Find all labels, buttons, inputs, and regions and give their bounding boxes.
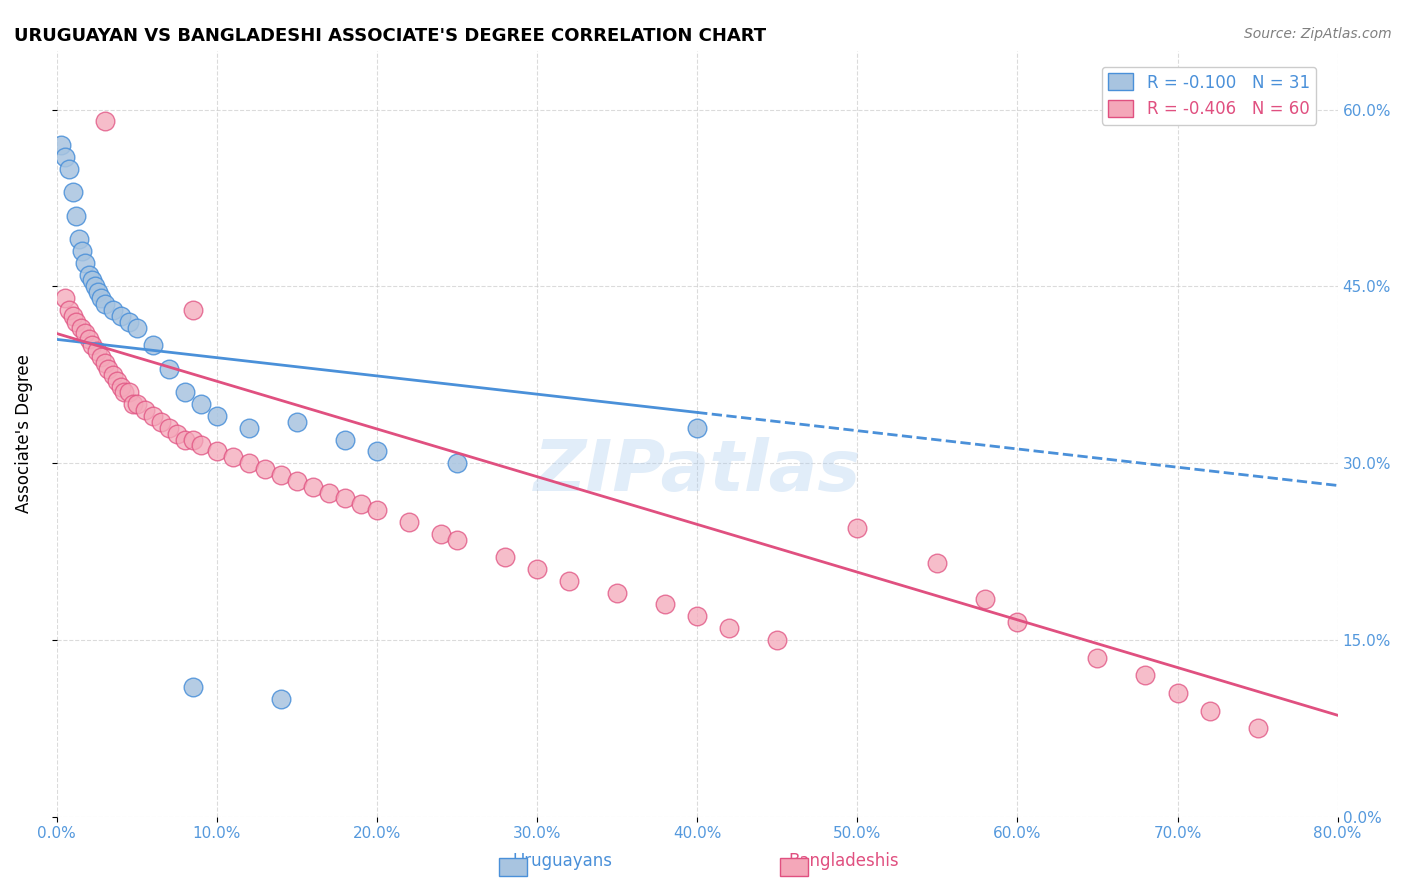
Point (69, 320, 91, 334)
Point (107, 374, 129, 388)
Point (93, 297, 115, 311)
Point (1007, 615, 1029, 630)
Point (1087, 650, 1109, 665)
Point (58, 302, 80, 317)
Point (97, 361, 120, 376)
Point (157, 421, 180, 435)
Point (350, 497, 373, 511)
Point (333, 433, 356, 447)
Point (190, 397, 212, 411)
Point (77, 268, 100, 282)
Point (181, 433, 204, 447)
Point (90, 291, 112, 305)
Point (65, 315, 87, 329)
Text: Bangladeshis: Bangladeshis (789, 852, 898, 870)
Point (846, 521, 869, 535)
Point (93, 114, 115, 128)
Point (93, 356, 115, 370)
Point (118, 385, 141, 400)
Point (654, 598, 676, 612)
Point (366, 444, 388, 458)
Point (51, 137, 73, 152)
Point (173, 433, 195, 447)
Point (253, 462, 276, 476)
Point (205, 409, 228, 423)
Point (686, 609, 709, 624)
Point (77, 332, 100, 346)
Point (62, 185, 84, 199)
Point (75, 256, 97, 270)
Point (1198, 704, 1220, 718)
Point (526, 562, 548, 576)
Point (101, 302, 124, 317)
Point (558, 574, 581, 588)
Point (86, 344, 108, 359)
Point (122, 397, 145, 411)
Point (1135, 668, 1157, 682)
Text: ZIPatlas: ZIPatlas (533, 437, 860, 507)
Point (62, 309, 84, 323)
Point (87, 285, 110, 300)
Point (70, 244, 93, 258)
Point (125, 397, 148, 411)
Point (142, 338, 165, 352)
Point (270, 691, 292, 706)
Point (686, 421, 709, 435)
Point (58, 161, 80, 176)
Point (494, 550, 516, 565)
Point (75, 326, 97, 341)
Point (65, 209, 87, 223)
Point (366, 503, 388, 517)
Point (157, 361, 180, 376)
Point (398, 515, 420, 529)
Legend: R = -0.100   N = 31, R = -0.406   N = 60: R = -0.100 N = 31, R = -0.406 N = 60 (1102, 67, 1316, 125)
Point (333, 491, 356, 506)
Point (142, 409, 165, 423)
Point (80, 338, 103, 352)
Point (190, 438, 212, 452)
Point (181, 680, 204, 694)
Point (67, 232, 90, 246)
Point (80, 273, 103, 287)
Y-axis label: Associate's Degree: Associate's Degree (15, 354, 32, 513)
Point (766, 632, 789, 647)
Point (606, 585, 628, 599)
Point (430, 526, 453, 541)
Point (118, 315, 141, 329)
Point (134, 403, 156, 417)
Point (53, 291, 76, 305)
Point (927, 556, 949, 570)
Point (181, 302, 204, 317)
Point (270, 467, 292, 482)
Point (110, 309, 132, 323)
Point (173, 385, 195, 400)
Point (446, 456, 468, 470)
Point (974, 591, 997, 606)
Point (90, 350, 112, 364)
Point (718, 621, 741, 635)
Point (301, 480, 323, 494)
Text: URUGUAYAN VS BANGLADESHI ASSOCIATE'S DEGREE CORRELATION CHART: URUGUAYAN VS BANGLADESHI ASSOCIATE'S DEG… (14, 27, 766, 45)
Point (1166, 686, 1188, 700)
Point (285, 415, 308, 429)
Point (238, 456, 260, 470)
Point (285, 474, 308, 488)
Point (125, 320, 148, 334)
Point (238, 421, 260, 435)
Point (166, 426, 188, 441)
Point (1246, 721, 1268, 735)
Text: Source: ZipAtlas.com: Source: ZipAtlas.com (1244, 27, 1392, 41)
Point (222, 450, 245, 465)
Point (318, 485, 340, 500)
Point (149, 415, 172, 429)
Text: Uruguayans: Uruguayans (512, 852, 613, 870)
Point (205, 444, 228, 458)
Point (101, 368, 124, 382)
Point (110, 379, 132, 393)
Point (112, 385, 135, 400)
Point (84, 279, 107, 293)
Point (53, 150, 76, 164)
Point (446, 533, 468, 547)
